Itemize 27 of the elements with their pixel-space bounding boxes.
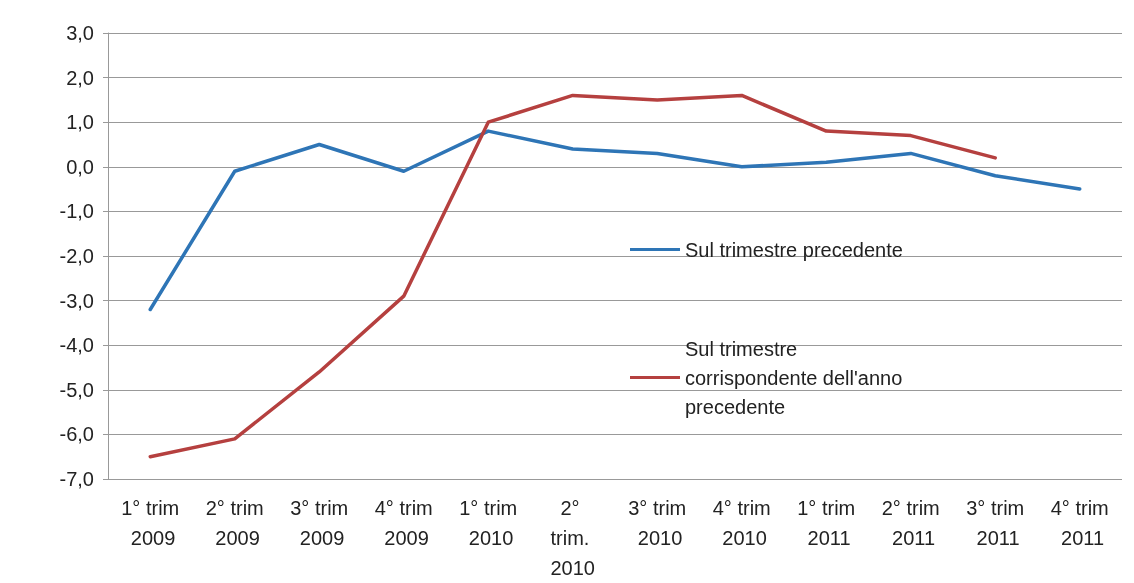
x-tick-label: 2° trim 2009: [205, 497, 264, 549]
x-tick-label: 2° trim 2011: [881, 497, 940, 549]
y-tick-label: -4,0: [59, 334, 94, 357]
y-tick-label: 2,0: [66, 66, 94, 89]
x-tick-label: 2° trim. 2010: [550, 497, 595, 579]
x-tick-label: 3° trim 2009: [290, 497, 349, 549]
y-tick-label: -7,0: [59, 468, 94, 490]
legend-label: Sul trimestre precedente: [685, 238, 903, 261]
y-tick-label: 1,0: [66, 111, 94, 134]
x-tick-label: 3° trim 2011: [966, 497, 1025, 549]
x-tick-label: 4° trim 2009: [374, 497, 433, 549]
x-tick-label: 4° trim 2010: [712, 497, 771, 549]
y-tick-label: 0,0: [66, 155, 94, 178]
x-tick-label: 3° trim 2010: [628, 497, 687, 549]
legend-label: Sul trimestre corrispondente dell'anno precedente: [685, 337, 908, 418]
line-series: [148, 129, 1082, 312]
x-tick-label: 1° trim 2010: [459, 497, 518, 549]
x-tick-label: 1° trim 2011: [797, 497, 856, 549]
line-series: [148, 93, 997, 459]
y-tick-label: -5,0: [59, 378, 94, 401]
y-tick-label: -2,0: [59, 245, 94, 267]
y-tick-label: -3,0: [59, 289, 94, 312]
x-tick-label: 4° trim 2011: [1050, 497, 1109, 549]
y-tick-label: -1,0: [59, 200, 94, 223]
y-tick-label: 3,0: [66, 22, 94, 44]
y-tick-label: -6,0: [59, 423, 94, 446]
x-tick-label: 1° trim 2009: [121, 497, 180, 549]
